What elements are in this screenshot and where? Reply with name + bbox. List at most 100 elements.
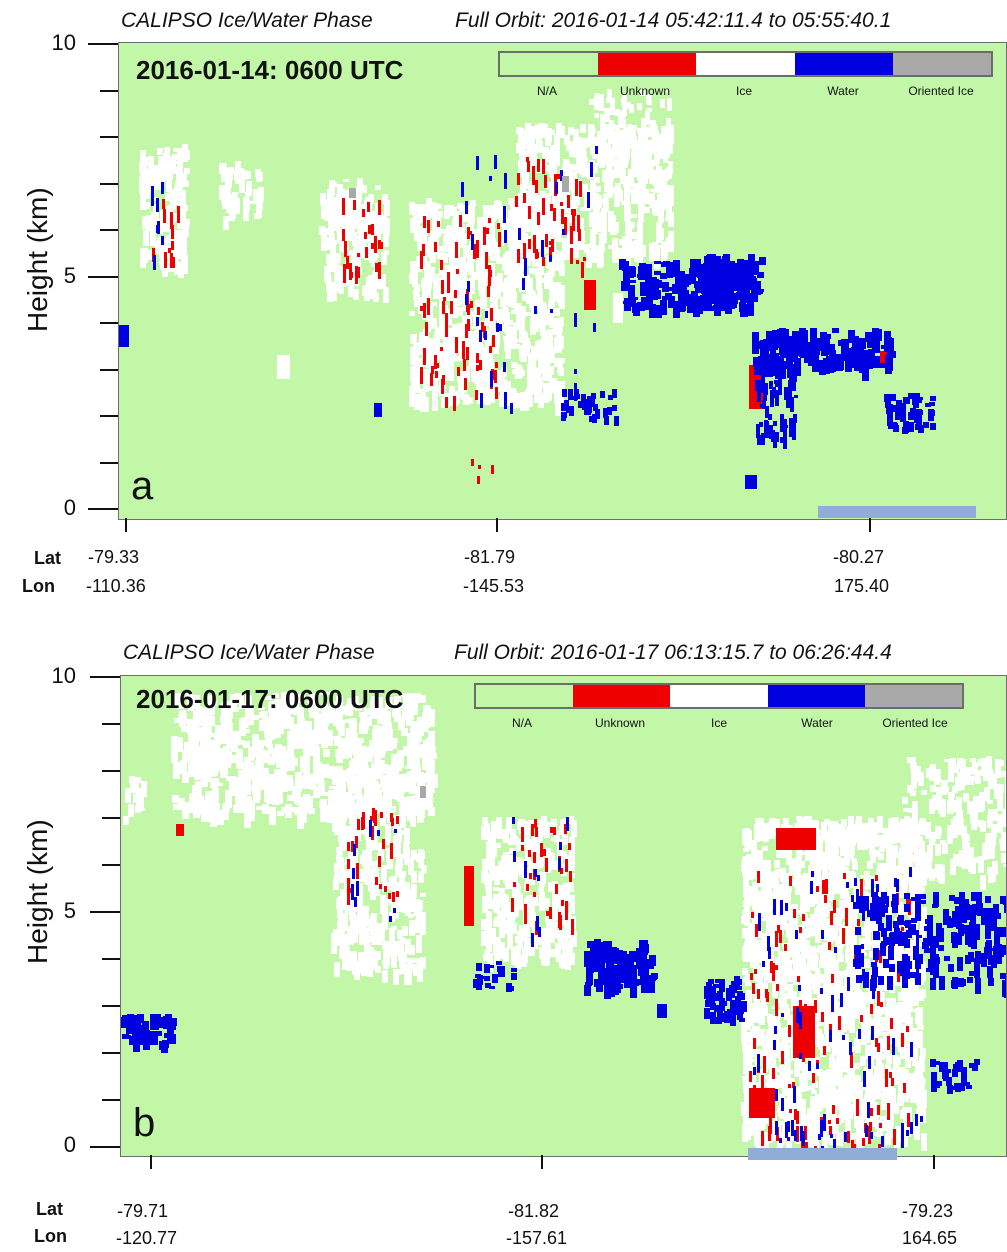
ice-cloud: [406, 719, 413, 726]
ice-cloud: [393, 969, 399, 985]
ice-cloud: [144, 202, 150, 206]
ice-cloud: [411, 765, 417, 781]
ice-cloud: [402, 904, 408, 913]
ice-cloud: [534, 859, 540, 869]
water-cloud: [780, 351, 784, 358]
ice-cloud: [172, 795, 179, 803]
unknown-speckle: [553, 208, 556, 221]
unknown-speckle: [470, 301, 473, 308]
water-cloud: [608, 395, 613, 400]
ice-cloud: [874, 1069, 880, 1076]
ice-cloud: [416, 342, 422, 355]
ice-cloud: [496, 817, 502, 834]
ice-cloud: [546, 229, 552, 236]
water-speckle: [499, 324, 502, 331]
ice-cloud: [280, 769, 287, 777]
ice-cloud: [366, 747, 373, 762]
unknown-speckle: [535, 249, 538, 259]
panel-a-letter: a: [131, 464, 154, 508]
unknown-speckle: [523, 243, 526, 259]
ice-cloud: [331, 942, 337, 954]
ice-cloud: [432, 224, 438, 241]
ice-cloud: [229, 776, 236, 796]
ice-cloud: [262, 804, 269, 814]
ice-cloud: [848, 902, 854, 919]
ice-cloud: [328, 213, 334, 222]
ice-cloud: [143, 216, 149, 220]
unknown-speckle: [545, 234, 548, 247]
unknown-speckle: [533, 235, 536, 253]
water-speckle: [489, 176, 492, 181]
ice-cloud: [399, 874, 405, 894]
ice-cloud: [414, 693, 421, 700]
ice-cloud: [368, 275, 374, 281]
unknown-speckle: [467, 304, 470, 315]
ice-cloud: [870, 854, 876, 863]
ice-cloud: [351, 785, 358, 794]
water-cloud: [790, 397, 794, 412]
water-cloud: [725, 305, 732, 314]
ice-cloud: [404, 889, 410, 906]
ice-cloud: [846, 827, 852, 846]
ice-cloud: [189, 726, 196, 732]
ice-cloud: [355, 703, 362, 711]
unknown-speckle: [575, 179, 578, 196]
ice-cloud: [329, 228, 335, 231]
ice-cloud: [201, 806, 208, 811]
ice-cloud: [532, 835, 538, 849]
water-cloud: [832, 328, 839, 333]
ice-cloud: [869, 951, 875, 958]
ice-cloud: [313, 787, 320, 798]
ice-cloud: [411, 370, 417, 374]
water-cloud: [704, 261, 711, 269]
ice-cloud: [855, 1009, 861, 1019]
ice-cloud: [142, 217, 148, 229]
ice-cloud: [239, 702, 246, 709]
water-cloud: [848, 352, 855, 363]
ice-cloud: [461, 233, 467, 244]
ice-cloud: [855, 969, 861, 977]
ice-cloud: [441, 229, 447, 234]
unknown-speckle: [485, 252, 488, 269]
water-cloud: [904, 423, 910, 431]
ice-cloud: [868, 893, 874, 909]
unknown-speckle: [549, 247, 552, 262]
ice-cloud: [601, 239, 607, 243]
unknown-speckle: [171, 225, 174, 239]
ice-cloud: [213, 782, 220, 786]
ice-cloud: [845, 897, 851, 906]
unknown-speckle: [168, 248, 171, 253]
ice-cloud: [530, 362, 536, 369]
ice-cloud: [638, 154, 643, 166]
ice-cloud: [379, 276, 385, 286]
ice-cloud: [340, 829, 346, 841]
water-cloud: [727, 284, 734, 299]
ice-cloud: [631, 214, 637, 218]
unknown-speckle: [535, 180, 538, 193]
ice-cloud: [419, 720, 426, 729]
ice-cloud: [344, 946, 350, 956]
ice-cloud: [173, 804, 180, 810]
ice-cloud: [178, 715, 185, 720]
ice-cloud: [446, 393, 452, 399]
ice-cloud: [268, 748, 275, 755]
ice-cloud: [656, 245, 662, 249]
ice-cloud: [493, 940, 499, 955]
water-cloud: [645, 274, 652, 285]
unknown-speckle: [467, 227, 470, 239]
ice-cloud: [660, 143, 665, 147]
oriented-ice-patch: [562, 176, 569, 192]
unknown-speckle: [436, 363, 439, 368]
ice-cloud: [426, 738, 433, 757]
ice-cloud: [395, 866, 401, 877]
ice-cloud: [351, 253, 357, 266]
water-cloud: [778, 382, 782, 395]
ice-cloud: [751, 840, 757, 861]
ice-cloud: [542, 375, 548, 378]
panel-a-plot-area: [118, 42, 1007, 520]
ice-cloud: [422, 336, 428, 355]
ice-cloud: [368, 861, 374, 867]
panel-a-lat-2: -81.79: [464, 547, 516, 567]
water-cloud: [823, 362, 830, 367]
ice-cloud: [160, 255, 166, 270]
